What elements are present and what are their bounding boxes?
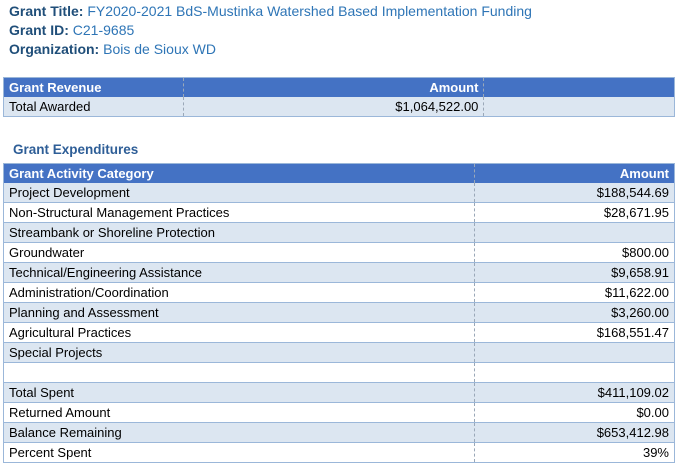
row-amount: $3,260.00 [474, 302, 675, 323]
expenditures-header-row: Grant Activity Category Amount [3, 163, 675, 183]
organization-value: Bois de Sioux WD [103, 41, 216, 57]
row-amount [474, 342, 675, 363]
revenue-row-empty [483, 97, 675, 117]
expenditures-title: Grant Expenditures [13, 142, 139, 157]
expenditures-header-label: Grant Activity Category [3, 163, 476, 183]
returned-amount-label: Returned Amount [3, 402, 476, 423]
row-amount: $28,671.95 [474, 202, 675, 223]
revenue-header-row: Grant Revenue Amount [3, 77, 675, 97]
balance-remaining-label: Balance Remaining [3, 422, 476, 443]
spacer-row [3, 362, 675, 383]
row-amount: $11,622.00 [474, 282, 675, 303]
totals-row: Total Spent $411,109.02 [3, 382, 675, 403]
row-label: Special Projects [3, 342, 476, 363]
revenue-row-amount: $1,064,522.00 [183, 97, 485, 117]
totals-row: Percent Spent 39% [3, 442, 675, 463]
table-row: Technical/Engineering Assistance $9,658.… [3, 262, 675, 283]
spacer-cell [474, 362, 675, 383]
table-row: Agricultural Practices $168,551.47 [3, 322, 675, 343]
totals-row: Balance Remaining $653,412.98 [3, 422, 675, 443]
table-row: Non-Structural Management Practices $28,… [3, 202, 675, 223]
revenue-header-amount: Amount [183, 77, 485, 97]
row-label: Planning and Assessment [3, 302, 476, 323]
expenditures-header-amount: Amount [474, 163, 675, 183]
row-amount: $168,551.47 [474, 322, 675, 343]
row-label: Groundwater [3, 242, 476, 263]
table-row: Administration/Coordination $11,622.00 [3, 282, 675, 303]
balance-remaining-value: $653,412.98 [474, 422, 675, 443]
returned-amount-value: $0.00 [474, 402, 675, 423]
organization-label: Organization: [9, 41, 100, 57]
grant-title-line: Grant Title: FY2020-2021 BdS-Mustinka Wa… [9, 1, 532, 21]
revenue-row-label: Total Awarded [3, 97, 185, 117]
table-row: Project Development $188,544.69 [3, 183, 675, 203]
revenue-header-empty [483, 77, 675, 97]
revenue-header-label: Grant Revenue [3, 77, 185, 97]
row-label: Streambank or Shoreline Protection [3, 222, 476, 243]
row-label: Project Development [3, 183, 476, 203]
totals-row: Returned Amount $0.00 [3, 402, 675, 423]
revenue-row: Total Awarded $1,064,522.00 [3, 97, 675, 117]
grant-revenue-table: Grant Revenue Amount Total Awarded $1,06… [3, 77, 675, 117]
table-row: Planning and Assessment $3,260.00 [3, 302, 675, 323]
row-label: Technical/Engineering Assistance [3, 262, 476, 283]
table-row: Groundwater $800.00 [3, 242, 675, 263]
grant-id-label: Grant ID: [9, 22, 69, 38]
row-amount: $9,658.91 [474, 262, 675, 283]
row-label: Non-Structural Management Practices [3, 202, 476, 223]
row-label: Agricultural Practices [3, 322, 476, 343]
percent-spent-label: Percent Spent [3, 442, 476, 463]
total-spent-label: Total Spent [3, 382, 476, 403]
row-amount: $800.00 [474, 242, 675, 263]
organization-line: Organization: Bois de Sioux WD [9, 39, 216, 59]
row-amount: $188,544.69 [474, 183, 675, 203]
grant-id-line: Grant ID: C21-9685 [9, 20, 134, 40]
grant-expenditures-table: Grant Activity Category Amount Project D… [3, 163, 675, 463]
row-amount [474, 222, 675, 243]
spacer-cell [3, 362, 476, 383]
total-spent-amount: $411,109.02 [474, 382, 675, 403]
grant-title-value: FY2020-2021 BdS-Mustinka Watershed Based… [87, 3, 532, 19]
percent-spent-value: 39% [474, 442, 675, 463]
row-label: Administration/Coordination [3, 282, 476, 303]
grant-id-value: C21-9685 [72, 22, 135, 38]
grant-title-label: Grant Title: [9, 3, 84, 19]
table-row: Special Projects [3, 342, 675, 363]
table-row: Streambank or Shoreline Protection [3, 222, 675, 243]
